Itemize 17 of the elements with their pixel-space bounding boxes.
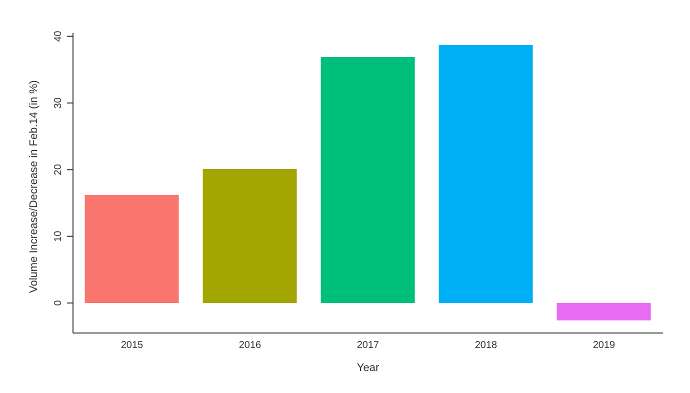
x-axis-title: Year <box>356 362 380 374</box>
bar <box>84 195 179 303</box>
x-tick-label: 2018 <box>474 340 498 352</box>
y-tick-label: 30 <box>53 97 64 109</box>
y-tick-label: 10 <box>53 230 64 242</box>
y-tick-label: 20 <box>53 164 64 176</box>
bar <box>320 57 415 303</box>
y-tick-label: 0 <box>53 300 64 306</box>
x-tick-label: 2019 <box>592 340 616 352</box>
x-tick-label: 2016 <box>238 340 262 352</box>
x-tick-label: 2015 <box>120 340 144 352</box>
y-tick-label: 40 <box>53 30 64 42</box>
bar <box>438 45 533 303</box>
y-axis-title: Volume Increase/Decrease in Feb.14 (in %) <box>28 80 40 293</box>
bar <box>202 169 297 303</box>
bar <box>556 303 651 320</box>
x-tick-label: 2017 <box>356 340 380 352</box>
